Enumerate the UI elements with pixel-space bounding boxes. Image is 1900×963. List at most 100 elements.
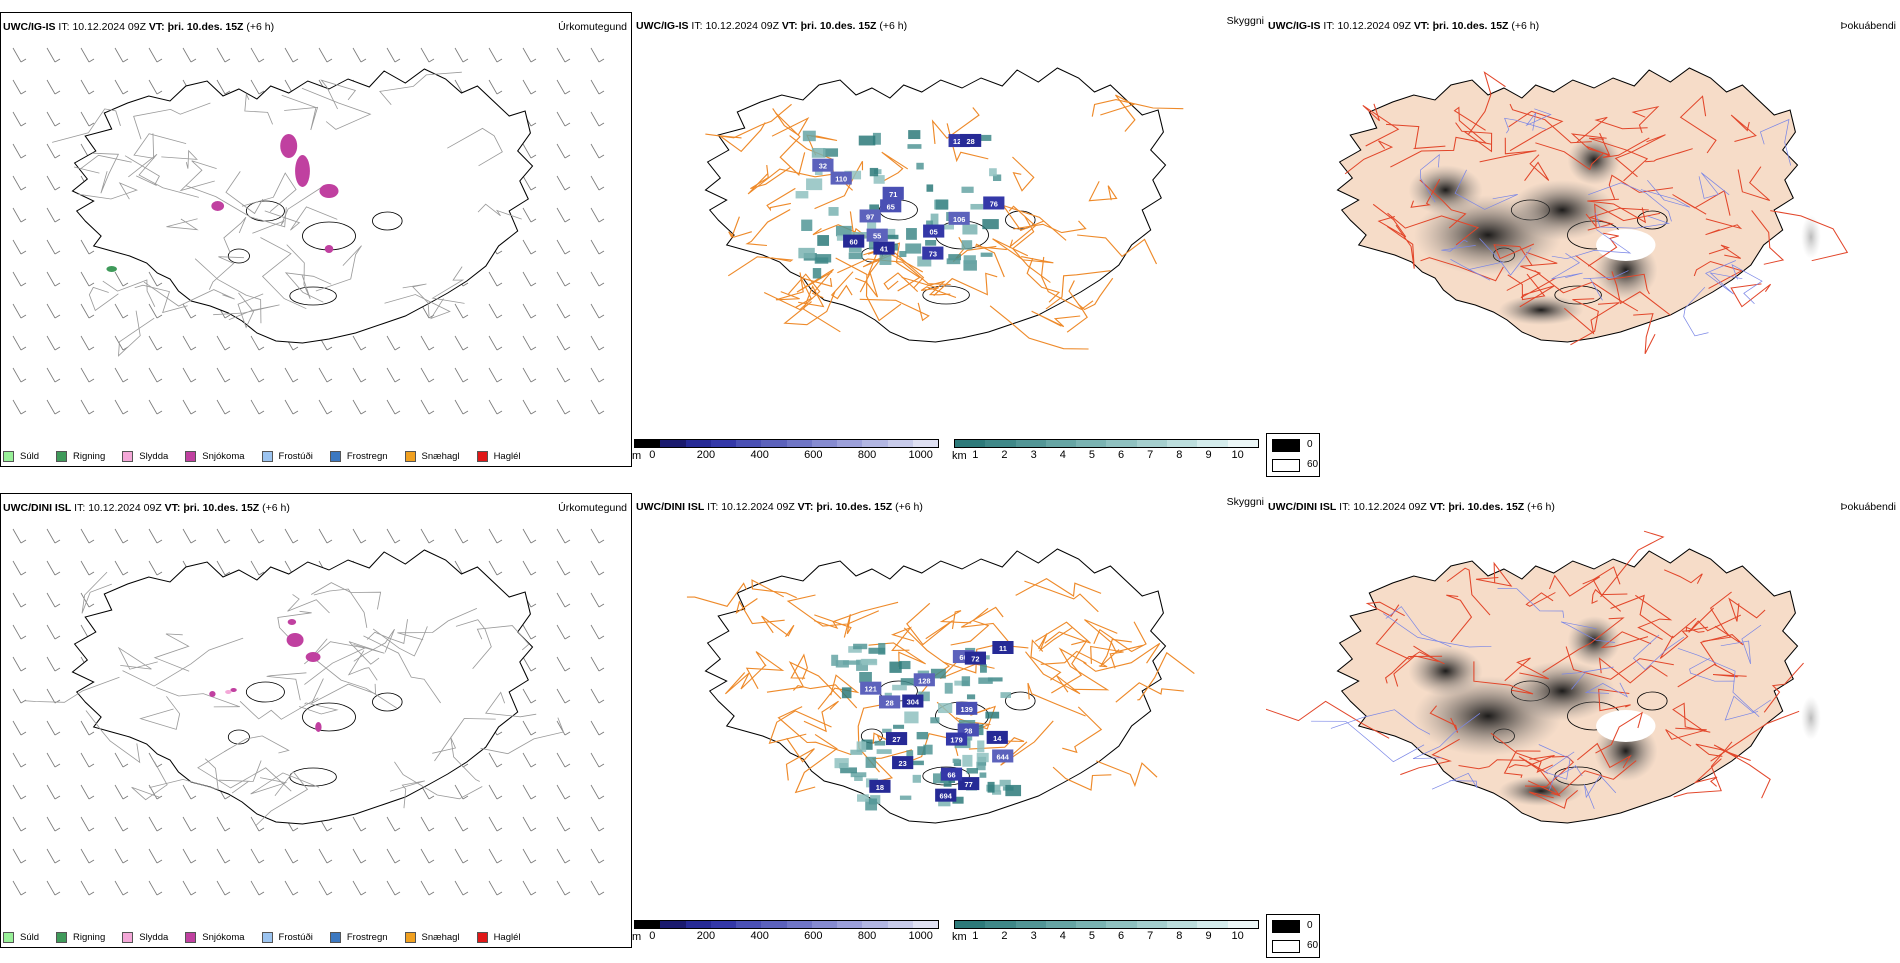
road-line <box>1728 597 1766 622</box>
road-line <box>806 134 838 156</box>
reduced-visibility-cell <box>865 756 877 768</box>
reduced-visibility-cell <box>987 677 1003 682</box>
wind-barb <box>522 239 532 255</box>
low-visibility-spot <box>956 701 978 715</box>
wind-barb-flag <box>20 122 27 127</box>
road-line <box>798 285 841 333</box>
colorbar-ticks: 1 2 3 4 5 6 7 8 9 10 <box>954 929 1259 943</box>
wind-barb <box>488 528 498 544</box>
road-line <box>1504 117 1547 134</box>
fog-area <box>1498 776 1584 806</box>
wind-barb <box>522 79 532 95</box>
reduced-visibility-cell <box>811 147 826 158</box>
road-line <box>1446 594 1473 643</box>
reduced-visibility-cell <box>869 167 879 177</box>
road-line <box>747 168 852 195</box>
wind-barb-flag <box>88 250 95 255</box>
wind-barb <box>80 47 90 63</box>
wind-barb <box>590 207 600 223</box>
wind-barb-flag <box>496 731 503 736</box>
wind-barb-flag <box>54 891 61 896</box>
road-line <box>1595 212 1671 229</box>
wind-barb-flag <box>564 186 571 191</box>
low-visibility-spot <box>958 777 980 791</box>
road-line <box>1588 182 1672 222</box>
road-line <box>1720 624 1762 665</box>
wind-barb-flag <box>496 314 503 319</box>
wind-barb-flag <box>564 571 571 576</box>
reduced-visibility-cell <box>980 252 993 257</box>
road-line <box>1100 94 1136 132</box>
wind-barb-flag <box>54 218 61 223</box>
road-line <box>1610 594 1697 639</box>
fog-map <box>1336 67 1849 355</box>
road-line <box>1672 702 1711 733</box>
wind-barb <box>522 47 532 63</box>
road-line <box>933 272 998 297</box>
visibility-value-label: 106 <box>953 215 965 224</box>
wind-barb <box>522 399 532 415</box>
wind-barb-flag <box>88 603 95 608</box>
fog-area <box>1509 180 1616 240</box>
precip-swatch <box>56 451 68 462</box>
colorbar-tick-label: 200 <box>696 449 716 461</box>
reduced-visibility-cell <box>840 767 857 774</box>
road-line <box>1099 638 1132 667</box>
glacier-outline <box>245 681 285 703</box>
wind-barb-flag <box>326 346 333 351</box>
road-line <box>1045 270 1111 310</box>
wind-barb-flag <box>326 378 333 383</box>
road-line <box>1038 627 1073 652</box>
road-line <box>1504 657 1550 682</box>
wind-barb-flag <box>20 827 27 832</box>
road-line <box>1400 738 1460 776</box>
wind-barb <box>488 880 498 896</box>
wind-barb <box>556 175 566 191</box>
precip-swatch <box>185 451 197 462</box>
wind-barb-flag <box>122 539 129 544</box>
wind-barb <box>318 528 328 544</box>
colorbar-step <box>685 440 711 447</box>
wind-barb <box>454 399 464 415</box>
snow-area <box>305 652 321 662</box>
wind-barb-flag <box>564 539 571 544</box>
wind-barb <box>114 528 124 544</box>
wind-barb-flag <box>530 699 537 704</box>
wind-barb <box>148 271 158 287</box>
precip-label: Snæhagl <box>421 451 460 462</box>
wind-barb <box>182 335 192 351</box>
wind-barb <box>556 848 566 864</box>
wind-barb <box>590 752 600 768</box>
wind-barb-flag <box>530 827 537 832</box>
road-line <box>1588 137 1649 182</box>
wind-barb <box>182 367 192 383</box>
colorbar-step <box>811 921 837 928</box>
wind-barb <box>46 303 56 319</box>
wind-barb <box>12 624 22 640</box>
wind-barb-flag <box>530 859 537 864</box>
reduced-visibility-cell <box>925 239 937 246</box>
road-line <box>1577 742 1632 769</box>
reduced-visibility-cell <box>889 661 902 673</box>
road-line <box>727 256 794 277</box>
wind-barb-flag <box>258 90 265 95</box>
wind-barb-flag <box>122 891 129 896</box>
wind-barb <box>114 303 124 319</box>
road-line <box>1528 790 1579 809</box>
wind-barb-flag <box>156 571 163 576</box>
reduced-visibility-cell <box>874 740 886 746</box>
road-line <box>1015 578 1102 597</box>
panel-title: Þokuábendi <box>1840 20 1896 32</box>
road-line <box>477 203 522 220</box>
colorbar-step <box>635 440 661 447</box>
wind-barb-flag <box>54 635 61 640</box>
road-line <box>775 112 806 176</box>
wind-barb <box>216 816 226 832</box>
panel-precip-type: UWC/IG-IS IT: 10.12.2024 09Z VT: þri. 10… <box>0 12 632 467</box>
precip-label: Súld <box>20 932 40 943</box>
snow-area <box>295 155 310 187</box>
visibility-km-colorbar: 1 2 3 4 5 6 7 8 9 10 km <box>952 920 1259 946</box>
low-visibility-spot <box>859 209 881 223</box>
road-line <box>1584 774 1617 810</box>
wind-barb-flag <box>190 859 197 864</box>
